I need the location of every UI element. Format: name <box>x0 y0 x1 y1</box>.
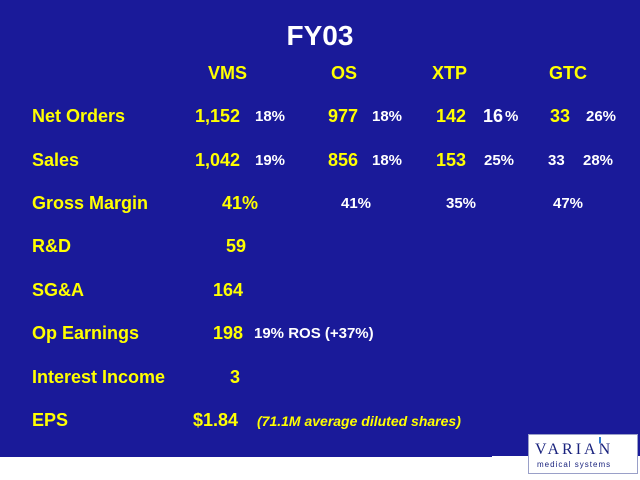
company-logo: VARIAN medical systems <box>528 434 638 474</box>
net-orders-vms-pct: 18% <box>255 108 286 125</box>
net-orders-xtp-pct-sign: % <box>505 108 519 125</box>
sales-os-pct: 18% <box>372 152 403 169</box>
logo-subtitle: medical systems <box>537 460 612 469</box>
net-orders-xtp-value: 142 <box>436 106 467 126</box>
logo-mark-icon <box>599 437 601 443</box>
op-earnings-note: 19% ROS (+37%) <box>254 325 374 342</box>
eps-value: $1.84 <box>193 410 239 430</box>
sales-xtp-value: 153 <box>436 150 467 170</box>
gross-margin-vms: 41% <box>222 193 259 213</box>
sales-vms-pct: 19% <box>255 152 286 169</box>
row-label-eps: EPS <box>32 410 69 430</box>
logo-wordmark: VARIAN <box>535 441 614 458</box>
net-orders-os-value: 977 <box>328 106 359 126</box>
row-label-sga: SG&A <box>32 280 85 300</box>
gross-margin-os: 41% <box>341 195 372 212</box>
gross-margin-xtp: 35% <box>446 195 477 212</box>
row-label-net-orders: Net Orders <box>32 106 126 126</box>
net-orders-gtc-pct: 26% <box>586 108 617 125</box>
rnd-value: 59 <box>226 236 247 256</box>
sales-gtc-pct: 28% <box>583 152 614 169</box>
net-orders-xtp-pct-number: 16 <box>483 106 504 126</box>
column-header-os: OS <box>331 63 358 83</box>
row-label-gross-margin: Gross Margin <box>32 193 149 213</box>
interest-income-value: 3 <box>230 367 241 387</box>
eps-note: (71.1M average diluted shares) <box>257 413 461 429</box>
sga-value: 164 <box>213 280 244 300</box>
row-label-op-earnings: Op Earnings <box>32 323 140 343</box>
column-header-vms: VMS <box>208 63 248 83</box>
slide: FY03 VMS OS XTP GTC Net Orders 1,152 18%… <box>0 0 640 456</box>
column-header-xtp: XTP <box>432 63 468 83</box>
column-header-gtc: GTC <box>549 63 587 83</box>
row-label-rnd: R&D <box>32 236 71 256</box>
sales-gtc-value: 33 <box>548 152 565 169</box>
row-label-interest-income: Interest Income <box>32 367 166 387</box>
footer-divider <box>0 456 492 457</box>
gross-margin-gtc: 47% <box>553 195 584 212</box>
slide-title: FY03 <box>286 20 354 51</box>
sales-xtp-pct: 25% <box>484 152 515 169</box>
op-earnings-value: 198 <box>213 323 244 343</box>
net-orders-os-pct: 18% <box>372 108 403 125</box>
sales-os-value: 856 <box>328 150 359 170</box>
sales-vms-value: 1,042 <box>195 150 241 170</box>
row-label-sales: Sales <box>32 150 80 170</box>
net-orders-gtc-value: 33 <box>550 106 571 126</box>
net-orders-vms-value: 1,152 <box>195 106 241 126</box>
